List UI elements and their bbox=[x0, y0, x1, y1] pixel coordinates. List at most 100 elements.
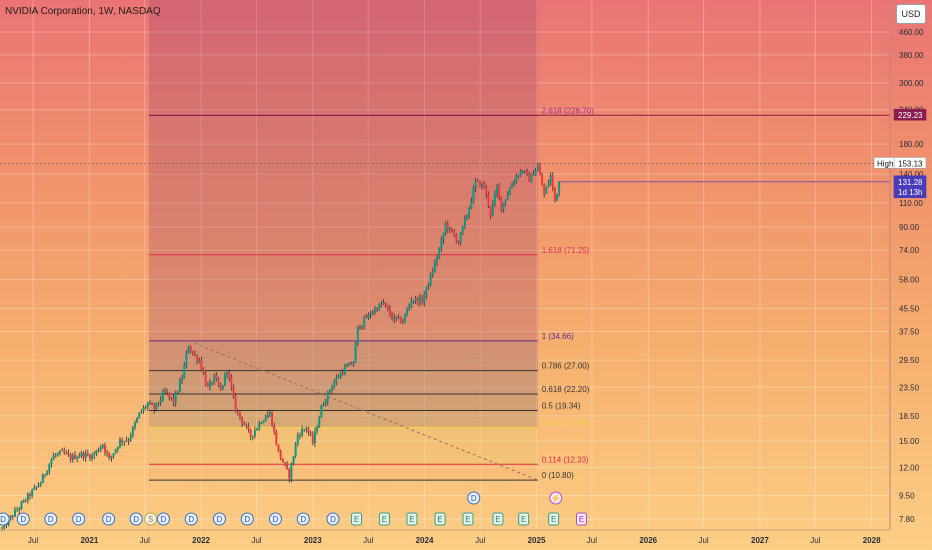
candle-body bbox=[508, 188, 511, 195]
candle bbox=[86, 449, 89, 457]
candle-body bbox=[356, 326, 359, 344]
dividend-marker[interactable]: D bbox=[268, 512, 282, 526]
candle bbox=[305, 426, 308, 433]
candle-body bbox=[78, 456, 81, 458]
dividend-marker[interactable]: D bbox=[102, 512, 116, 526]
dividend-marker[interactable]: D bbox=[467, 491, 481, 505]
candle bbox=[9, 514, 12, 521]
dividend-marker[interactable]: D bbox=[326, 512, 340, 526]
dividend-marker[interactable]: D bbox=[0, 512, 10, 526]
candle bbox=[230, 374, 233, 391]
dividend-marker[interactable]: D bbox=[240, 512, 254, 526]
candle-body bbox=[161, 392, 164, 400]
candle-body bbox=[243, 422, 246, 426]
earnings-marker[interactable]: E bbox=[492, 512, 504, 526]
earnings-marker[interactable]: E bbox=[548, 512, 560, 526]
price-marker-bg bbox=[893, 157, 927, 169]
candle bbox=[191, 350, 194, 356]
candle-body bbox=[232, 387, 235, 397]
candle-body bbox=[436, 257, 439, 263]
candle-body bbox=[236, 411, 239, 412]
candle-body bbox=[305, 428, 308, 430]
earnings-marker[interactable]: E bbox=[518, 512, 530, 526]
news-marker[interactable]: ⚡ bbox=[549, 491, 563, 505]
earnings-letter: E bbox=[551, 515, 556, 524]
earnings-marker[interactable]: E bbox=[462, 512, 474, 526]
candle-body bbox=[106, 451, 109, 454]
earnings-marker[interactable]: E bbox=[351, 512, 363, 526]
candle bbox=[506, 191, 509, 201]
candle-body bbox=[431, 271, 434, 276]
candle bbox=[71, 452, 74, 463]
candle bbox=[504, 199, 507, 207]
candle bbox=[288, 468, 291, 483]
dividend-marker[interactable]: D bbox=[212, 512, 226, 526]
candle-body bbox=[406, 309, 409, 315]
candle bbox=[148, 400, 151, 405]
candle bbox=[187, 345, 190, 355]
earnings-marker[interactable]: E bbox=[434, 512, 446, 526]
candle bbox=[155, 402, 158, 412]
candle bbox=[528, 171, 531, 182]
candle bbox=[491, 200, 494, 217]
earnings-badge bbox=[406, 512, 418, 526]
candle bbox=[80, 450, 83, 459]
candle-body bbox=[515, 175, 518, 182]
price-tick-label: 140.00 bbox=[899, 170, 924, 179]
dividend-badge bbox=[144, 512, 158, 526]
price-marker-bg bbox=[893, 108, 927, 121]
candle-body bbox=[157, 402, 160, 404]
dividend-marker[interactable]: D bbox=[156, 512, 170, 526]
candle bbox=[163, 387, 166, 394]
candle bbox=[474, 178, 477, 193]
candle-body bbox=[166, 390, 169, 393]
dividend-marker[interactable]: D bbox=[72, 512, 86, 526]
candle-body bbox=[151, 402, 154, 405]
candle bbox=[277, 444, 280, 453]
candle bbox=[266, 411, 269, 419]
earnings-marker[interactable]: E bbox=[406, 512, 418, 526]
dividend-marker[interactable]: D bbox=[16, 512, 30, 526]
earnings-marker[interactable]: E bbox=[378, 512, 390, 526]
time-tick-label: 2024 bbox=[416, 536, 434, 545]
candle-body bbox=[545, 186, 548, 194]
dividend-marker[interactable]: D bbox=[129, 512, 143, 526]
candle bbox=[189, 345, 192, 354]
candle-body bbox=[298, 434, 301, 436]
candle bbox=[556, 193, 559, 202]
candle-body bbox=[414, 298, 417, 301]
candle bbox=[204, 371, 207, 387]
candle-body bbox=[268, 412, 271, 416]
candle bbox=[144, 405, 147, 410]
candle bbox=[217, 376, 220, 388]
candle bbox=[412, 300, 415, 304]
candle bbox=[33, 484, 36, 491]
dividend-marker[interactable]: D bbox=[296, 512, 310, 526]
candle-body bbox=[245, 425, 248, 426]
candle-body bbox=[273, 426, 276, 432]
candle-body bbox=[39, 483, 42, 486]
candle bbox=[348, 362, 351, 366]
candle-body bbox=[423, 294, 426, 303]
candle bbox=[56, 452, 59, 458]
candle bbox=[511, 181, 514, 189]
candle-body bbox=[307, 428, 310, 433]
dividend-marker[interactable]: D bbox=[44, 512, 58, 526]
candle bbox=[136, 416, 139, 424]
dividend-marker[interactable]: D bbox=[184, 512, 198, 526]
candle bbox=[110, 455, 113, 462]
candle bbox=[367, 312, 370, 321]
candle-body bbox=[500, 196, 503, 211]
candle-body bbox=[172, 397, 175, 404]
candle-body bbox=[56, 453, 59, 455]
earnings-badge bbox=[378, 512, 390, 526]
candle bbox=[343, 363, 346, 376]
upcoming-earnings-marker[interactable]: E bbox=[575, 512, 587, 526]
dividend-marker[interactable]: S bbox=[144, 512, 158, 526]
candle bbox=[251, 435, 254, 441]
candle bbox=[391, 311, 394, 321]
candle bbox=[153, 403, 156, 414]
currency-button[interactable]: USD bbox=[896, 4, 926, 24]
